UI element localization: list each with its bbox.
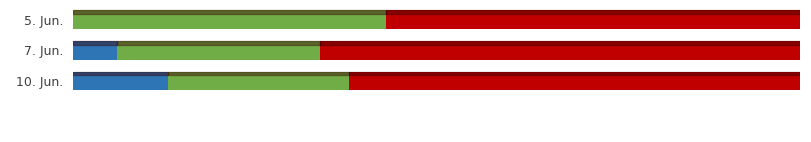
Bar <box>73 10 385 29</box>
Bar <box>117 41 320 44</box>
Bar <box>73 72 167 75</box>
Bar <box>167 72 349 75</box>
Bar <box>320 41 799 44</box>
Bar <box>167 72 349 90</box>
Bar <box>73 41 117 60</box>
Bar <box>73 10 385 14</box>
Bar <box>73 72 167 90</box>
Bar <box>349 72 799 75</box>
Bar <box>117 41 320 60</box>
Bar <box>73 41 117 44</box>
Bar <box>320 41 799 60</box>
Bar <box>385 10 799 14</box>
Bar <box>385 10 799 29</box>
Bar <box>349 72 799 90</box>
